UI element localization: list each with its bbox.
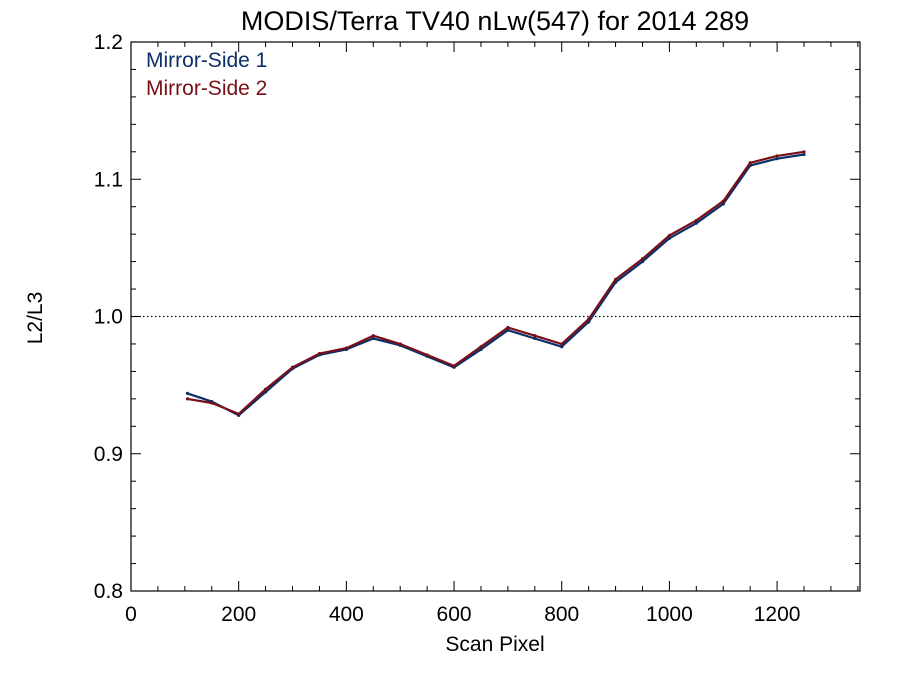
- data-point-mirror-side-1: [775, 157, 779, 161]
- plot-area: 0 200 400 600 800 1000 1200 0.8 0.9 1.0 1.1 1.2: [94, 31, 861, 626]
- data-point-mirror-side-1: [371, 336, 375, 341]
- y-tick-label: 1.2: [94, 31, 123, 54]
- y-axis-label: L2/L3: [24, 292, 47, 345]
- data-point-mirror-side-2: [452, 364, 456, 368]
- data-point-mirror-side-2: [210, 401, 214, 405]
- y-tick-label: 1.0: [94, 306, 123, 329]
- x-tick-label: 1200: [754, 603, 801, 626]
- x-tick-label: 1000: [646, 603, 693, 626]
- series-line-mirror-side-1: [187, 153, 805, 417]
- data-point-mirror-side-2: [748, 161, 752, 165]
- data-point-mirror-side-2: [264, 387, 268, 391]
- data-point-mirror-side-2: [694, 218, 698, 223]
- data-point-mirror-side-2: [587, 317, 591, 321]
- y-tick-label: 1.1: [94, 168, 123, 191]
- data-point-mirror-side-2: [775, 154, 779, 158]
- data-point-mirror-side-1: [802, 152, 806, 157]
- legend: Mirror-Side 1 Mirror-Side 2: [146, 49, 267, 100]
- data-point-mirror-side-2: [506, 325, 510, 330]
- data-point-mirror-side-2: [667, 233, 672, 238]
- chart-title: MODIS/Terra TV40 nLw(547) for 2014 289: [241, 6, 749, 36]
- data-point-mirror-side-2: [425, 353, 429, 357]
- data-point-mirror-side-1: [560, 345, 564, 349]
- data-point-mirror-side-1: [721, 202, 725, 206]
- x-tick-label: 200: [221, 603, 256, 626]
- data-point-mirror-side-2: [290, 365, 295, 369]
- data-point-mirror-side-2: [185, 397, 190, 401]
- data-point-mirror-side-2: [398, 342, 402, 346]
- data-point-mirror-side-2: [344, 346, 348, 350]
- data-point-mirror-side-1: [185, 391, 190, 395]
- x-tick-label: 400: [329, 603, 364, 626]
- y-tick-label: 0.9: [94, 443, 123, 466]
- x-axis-label: Scan Pixel: [445, 633, 544, 656]
- data-point-mirror-side-1: [533, 336, 537, 341]
- data-point-mirror-side-2: [721, 199, 725, 203]
- series-line-mirror-side-2: [187, 150, 805, 415]
- data-point-mirror-side-2: [371, 334, 375, 338]
- legend-entry-mirror-side-2: Mirror-Side 2: [146, 77, 267, 100]
- data-point-mirror-side-2: [533, 334, 537, 338]
- data-point-mirror-side-2: [317, 351, 322, 356]
- x-tick-label: 0: [125, 603, 137, 626]
- data-point-mirror-side-2: [802, 150, 806, 154]
- data-point-mirror-side-2: [613, 277, 618, 282]
- x-tick-label: 800: [544, 603, 579, 626]
- data-point-mirror-side-2: [560, 342, 564, 346]
- data-point-mirror-side-2: [640, 257, 645, 261]
- legend-entry-mirror-side-1: Mirror-Side 1: [146, 49, 267, 72]
- y-tick-label: 0.8: [94, 580, 123, 603]
- x-tick-label: 600: [437, 603, 472, 626]
- data-point-mirror-side-2: [479, 345, 483, 349]
- data-point-mirror-side-1: [694, 221, 698, 225]
- data-point-mirror-side-2: [237, 412, 241, 416]
